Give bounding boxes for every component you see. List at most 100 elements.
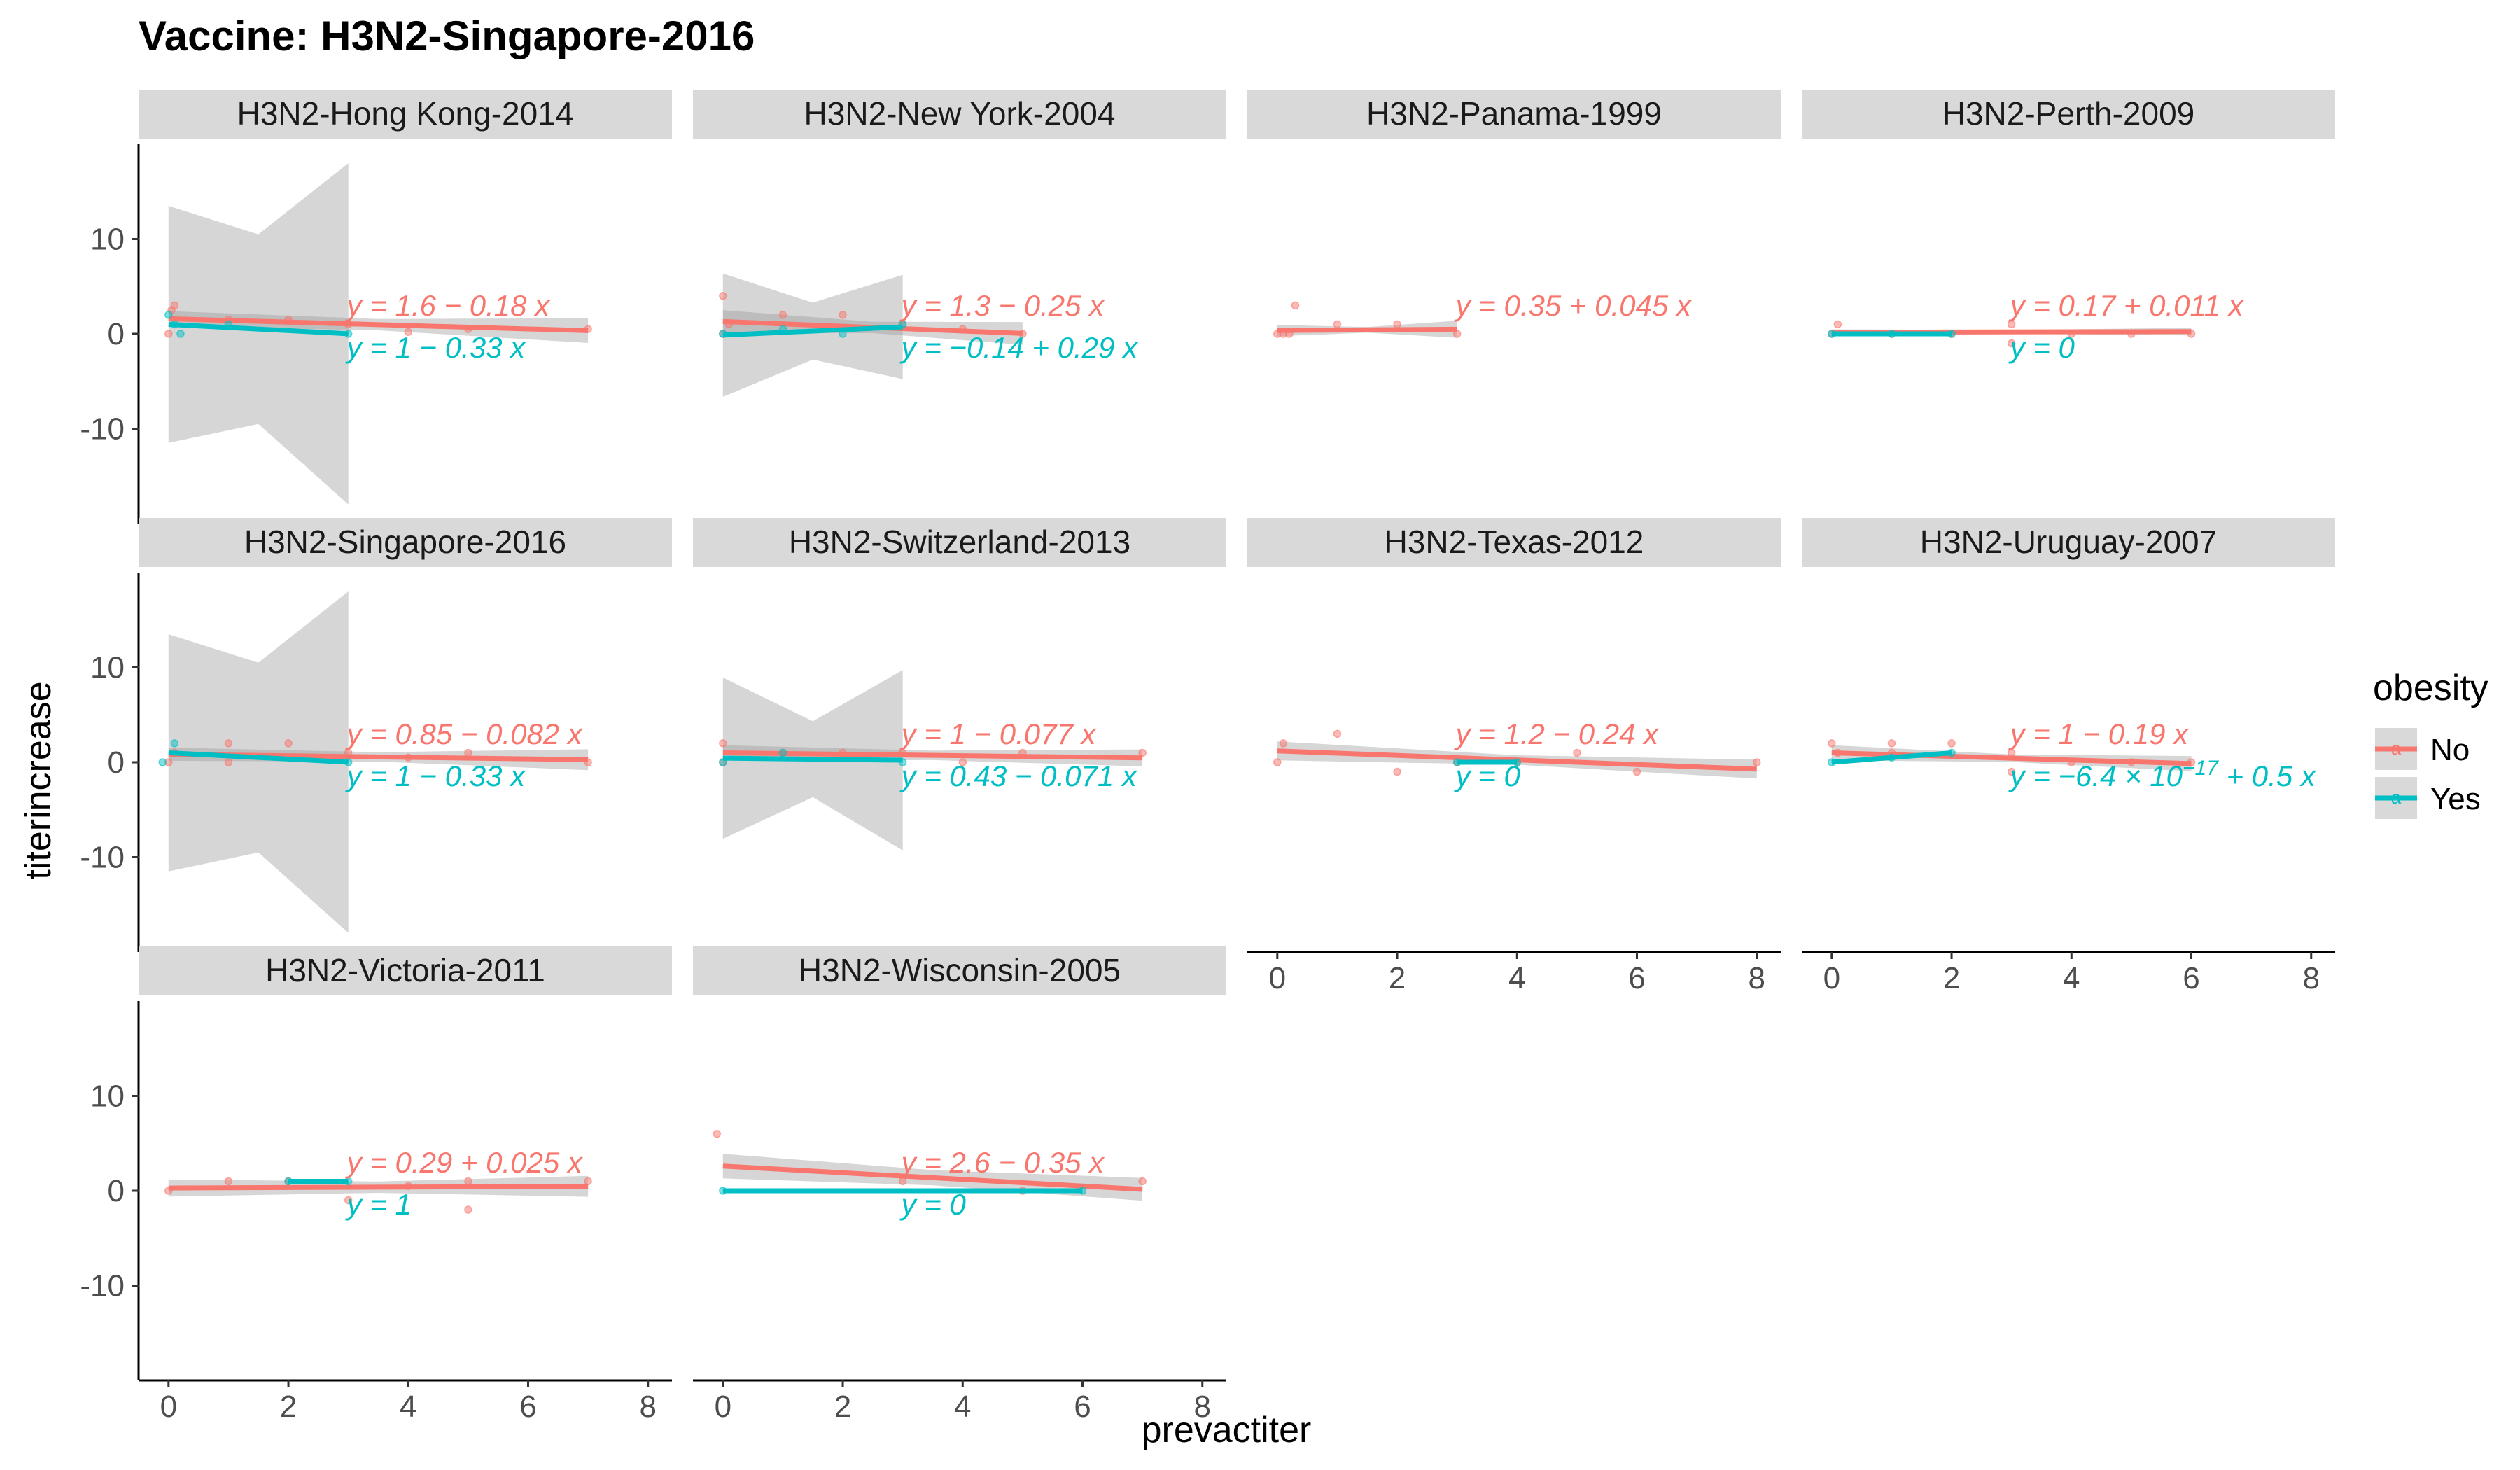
equation-no: y = 0.17 + 0.011 x <box>2008 289 2245 322</box>
x-tick-label: 0 <box>1269 961 1286 995</box>
facet-strip <box>1247 518 1781 567</box>
data-point-no <box>344 1196 353 1205</box>
data-point-no <box>1753 758 1761 766</box>
regression-line-yes <box>168 321 349 337</box>
x-tick-label: 0 <box>715 1390 732 1424</box>
regression-line-yes <box>722 755 903 763</box>
legend-key-yes: a <box>2375 777 2417 819</box>
panel-content <box>719 670 1147 850</box>
panel-content <box>719 273 1027 397</box>
facet-strip-label: H3N2-Switzerland-2013 <box>789 524 1130 560</box>
confidence-band-yes <box>168 592 349 933</box>
panel-content <box>158 592 592 933</box>
x-tick-label: 6 <box>1628 961 1645 995</box>
x-tick-label: 6 <box>1074 1390 1091 1424</box>
data-point-no <box>2007 767 2016 776</box>
data-point-no <box>224 739 233 748</box>
data-point-no <box>1393 320 1401 329</box>
regression-line-no <box>168 1184 589 1191</box>
facet-strip-label: H3N2-Wisconsin-2005 <box>799 952 1121 988</box>
data-point-no <box>2007 320 2016 329</box>
facet-strip-label: H3N2-Uruguay-2007 <box>1920 524 2217 560</box>
y-tick-label: -10 <box>80 841 125 875</box>
data-point-no <box>713 1129 721 1138</box>
panel-content <box>1828 739 2196 776</box>
facet-panels: H3N2-Hong Kong-2014 y = 1.6 − 0.18 x y = 1… <box>80 90 2335 1424</box>
facet-strip <box>139 518 672 567</box>
x-tick-label: 0 <box>1823 961 1840 995</box>
data-point-no <box>224 758 233 766</box>
facet-strip <box>1802 90 2335 139</box>
x-tick-label: 2 <box>280 1390 297 1424</box>
data-point-no <box>1333 320 1342 329</box>
equation-no: y = 1 − 0.077 x <box>899 718 1098 750</box>
equation-no: y = 0.35 + 0.045 x <box>1454 289 1693 322</box>
regression-line-no <box>1277 326 1457 333</box>
x-tick-label: 0 <box>160 1390 177 1424</box>
equation-yes: y = 0.43 − 0.071 x <box>899 760 1138 792</box>
panel-content <box>1828 320 2196 348</box>
regression-line-no <box>168 316 589 333</box>
y-tick-label: 10 <box>90 651 125 685</box>
facet-panel: H3N2-Wisconsin-2005 y = 2.6 − 0.35 x y = 0… <box>693 946 1226 1424</box>
equation-yes: y = 0 <box>2008 331 2076 364</box>
panel-content <box>1273 301 1462 338</box>
equation-yes: y = 0 <box>1454 760 1521 792</box>
x-tick-label: 4 <box>400 1390 416 1424</box>
facet-panel: H3N2-New York-2004 y = 1.3 − 0.25 x y = −0… <box>693 90 1226 397</box>
data-point-no <box>584 1177 592 1186</box>
data-point-no <box>224 1177 233 1186</box>
facet-panel: H3N2-Singapore-2016 y = 0.85 − 0.082 x y =… <box>80 518 672 952</box>
data-point-no <box>1273 758 1282 766</box>
facet-strip-label: H3N2-New York-2004 <box>804 95 1116 132</box>
facet-strip-label: H3N2-Texas-2012 <box>1385 524 1644 560</box>
facet-strip <box>693 946 1226 995</box>
data-point-no <box>1138 1177 1147 1186</box>
facet-panel: H3N2-Switzerland-2013 y = 1 − 0.077 x y = … <box>693 518 1226 850</box>
equation-yes: y = −6.4 × 10−17 + 0.5 x <box>2008 757 2317 792</box>
data-point-no <box>719 292 727 300</box>
data-point-no <box>464 1205 472 1214</box>
equation-no: y = 1.3 − 0.25 x <box>899 289 1106 322</box>
regression-line-no <box>722 750 1143 761</box>
legend-title: obesity <box>2373 668 2488 708</box>
chart-title: Vaccine: H3N2-Singapore-2016 <box>139 13 755 59</box>
data-point-no <box>1632 767 1642 776</box>
data-point-no <box>1333 729 1342 738</box>
x-tick-label: 8 <box>1749 961 1765 995</box>
facet-panel: H3N2-Hong Kong-2014 y = 1.6 − 0.18 x y = 1… <box>80 90 672 524</box>
data-point-yes <box>170 739 179 748</box>
legend-key-glyph-yes: a <box>2391 787 2402 808</box>
equation-yes: y = 0 <box>899 1188 967 1221</box>
y-tick-label: 10 <box>90 1079 125 1114</box>
data-point-no <box>778 311 788 319</box>
equation-yes: y = 1 <box>345 1188 412 1221</box>
confidence-band-yes <box>722 273 903 397</box>
panel-content <box>164 1175 592 1214</box>
facet-panel: H3N2-Texas-2012 y = 1.2 − 0.24 x y = 0 0 2 4 6… <box>1247 518 1781 995</box>
data-point-no <box>1393 767 1401 776</box>
facet-strip <box>139 90 672 139</box>
regression-line-yes <box>1831 750 1952 765</box>
x-tick-label: 4 <box>1508 961 1525 995</box>
data-point-no <box>1291 301 1300 310</box>
facet-panel: H3N2-Perth-2009 y = 0.17 + 0.011 x y = 0 <box>1802 90 2335 364</box>
legend: obesity a No a Yes <box>2373 668 2488 819</box>
data-point-no <box>1833 320 1842 329</box>
facet-panel: H3N2-Victoria-2011 y = 0.29 + 0.025 x y = … <box>80 946 672 1424</box>
x-tick-label: 8 <box>1194 1390 1211 1424</box>
data-point-no <box>1573 748 1581 757</box>
equation-no: y = 0.85 − 0.082 x <box>345 718 584 750</box>
legend-key-glyph-no: a <box>2391 738 2402 759</box>
data-point-no <box>284 739 293 748</box>
facet-strip-label: H3N2-Victoria-2011 <box>265 952 545 988</box>
facet-strip-label: H3N2-Hong Kong-2014 <box>237 95 574 132</box>
x-tick-label: 2 <box>834 1390 851 1424</box>
x-tick-label: 6 <box>519 1390 536 1424</box>
data-point-no <box>958 758 967 766</box>
x-tick-label: 8 <box>640 1390 657 1424</box>
x-axis-title: prevactiter <box>1142 1410 1312 1450</box>
regression-line-yes <box>722 324 903 338</box>
data-point-yes <box>164 311 173 319</box>
panel-content <box>164 163 592 505</box>
